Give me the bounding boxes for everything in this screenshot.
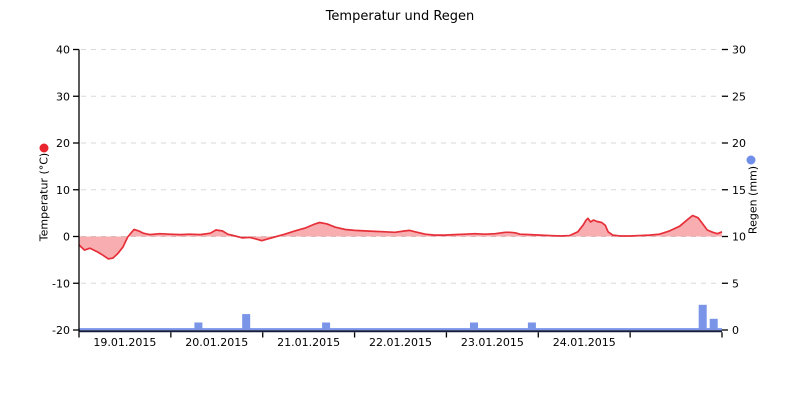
y-right-tick-label: 20	[732, 137, 746, 150]
x-tick-label: 22.01.2015	[369, 336, 432, 349]
y-right-tick-label: 25	[732, 90, 746, 103]
rain-bar	[194, 322, 203, 330]
y-axis-right	[722, 48, 728, 331]
x-tick-label: 24.01.2015	[553, 336, 616, 349]
rain-legend-dot	[746, 155, 756, 165]
rain-bar	[698, 304, 707, 330]
y-left-tick-label: 40	[56, 44, 70, 57]
grid-lines	[81, 49, 722, 284]
temperature-legend-dot	[39, 143, 49, 153]
y-right-tick-label: 5	[732, 277, 739, 290]
rain-bar	[709, 318, 718, 330]
x-axis	[78, 332, 723, 338]
y-left-tick-label: 0	[63, 231, 70, 244]
x-tick-label: 20.01.2015	[185, 336, 248, 349]
y-right-tick-label: 15	[732, 184, 746, 197]
rain-bar	[470, 322, 478, 330]
y-right-tick-label: 30	[732, 44, 746, 57]
y-right-tick-label: 0	[732, 324, 739, 337]
y-left-tick-label: 30	[56, 90, 70, 103]
y-left-tick-label: -20	[52, 324, 70, 337]
y-left-tick-label: -10	[52, 277, 70, 290]
x-tick-label: 19.01.2015	[93, 336, 156, 349]
x-tick-label: 21.01.2015	[277, 336, 340, 349]
rain-bar	[527, 322, 536, 330]
x-tick-label: 23.01.2015	[461, 336, 524, 349]
y-right-tick-label: 10	[732, 231, 746, 244]
rain-bars	[194, 304, 718, 330]
chart-title: Temperatur und Regen	[325, 9, 475, 24]
y-left-tick-label: 10	[56, 184, 70, 197]
rain-bar	[322, 322, 331, 330]
rain-bar	[242, 314, 251, 330]
y-left-tick-label: 20	[56, 137, 70, 150]
temperature-area	[79, 215, 722, 259]
temperature-line	[78, 214, 723, 260]
y-axis-left	[73, 48, 79, 331]
